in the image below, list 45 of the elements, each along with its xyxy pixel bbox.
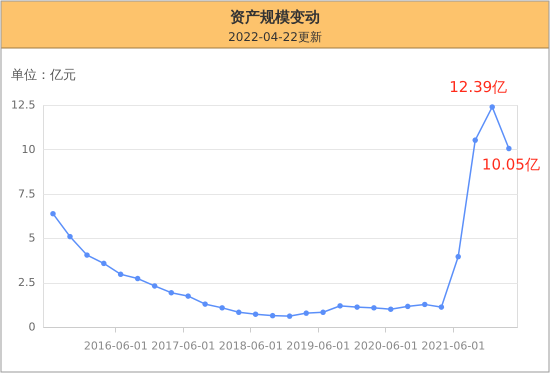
point — [219, 305, 225, 311]
point — [438, 304, 444, 310]
chart-title: 资产规模变动 — [230, 8, 320, 26]
point — [489, 104, 495, 110]
point — [304, 310, 309, 316]
x-tick-label: 2017-06-01 — [151, 340, 216, 352]
point — [270, 312, 276, 318]
y-tick-label: 0 — [28, 320, 36, 334]
point — [371, 305, 377, 311]
point — [50, 210, 56, 216]
point — [134, 276, 140, 282]
point — [84, 252, 90, 258]
point — [405, 304, 410, 310]
point — [101, 260, 107, 266]
point — [388, 306, 394, 312]
y-tick-label: 2.5 — [18, 276, 36, 290]
point — [168, 290, 174, 296]
y-tick-label: 10 — [22, 142, 36, 156]
point — [472, 137, 478, 143]
point — [455, 254, 461, 260]
point — [252, 311, 258, 317]
y-tick-label: 7.5 — [18, 187, 36, 200]
x-tick-label: 2021-06-01 — [421, 340, 486, 352]
point — [354, 304, 360, 310]
annotation: 10.05亿 — [482, 156, 540, 174]
point — [422, 302, 428, 308]
point — [236, 310, 242, 315]
point — [506, 146, 512, 152]
x-tick-label: 2018-06-01 — [218, 340, 283, 352]
point — [320, 310, 326, 315]
point — [152, 283, 158, 289]
x-tick-label: 2020-06-01 — [354, 340, 418, 352]
point — [185, 293, 191, 299]
point — [286, 313, 292, 319]
x-tick-label: 2019-06-01 — [286, 340, 350, 352]
y-tick-label: 12.5 — [11, 98, 36, 112]
y-tick-label: 5 — [28, 232, 36, 245]
chart-subtitle: 2022-04-22更新 — [228, 30, 322, 44]
point — [337, 303, 343, 309]
annotation: 12.39亿 — [449, 78, 508, 96]
x-tick-label: 2016-06-01 — [84, 340, 148, 352]
point — [67, 234, 73, 240]
point — [118, 272, 124, 277]
point — [202, 301, 208, 307]
y-axis-title: 单位：亿元 — [11, 68, 76, 83]
